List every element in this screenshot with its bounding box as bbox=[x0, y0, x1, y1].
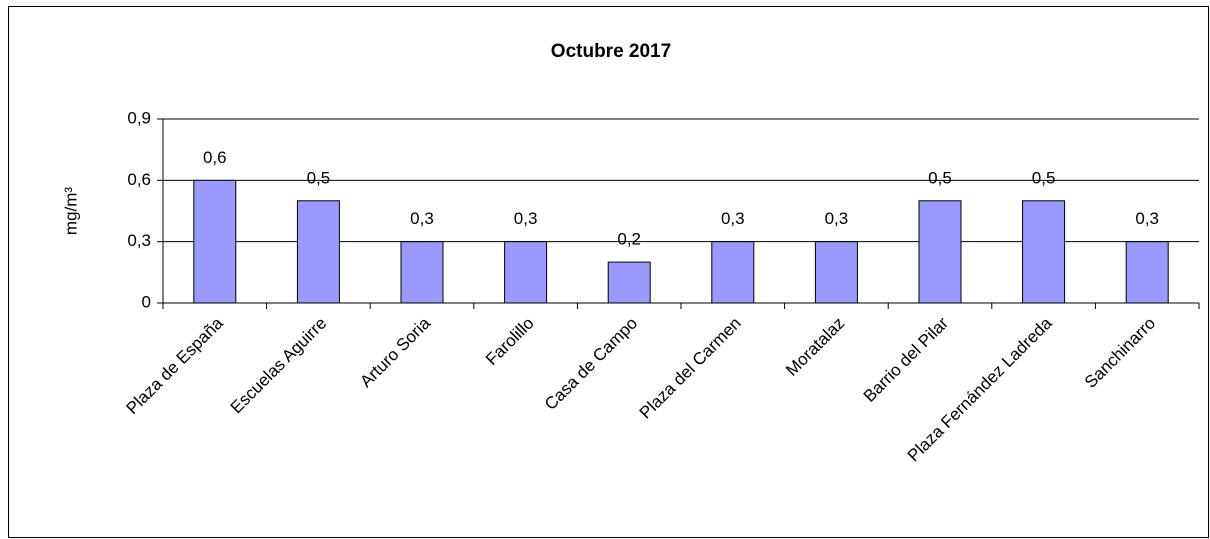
y-tick-label: 0 bbox=[142, 292, 151, 311]
data-label: 0,3 bbox=[1135, 209, 1159, 228]
bar bbox=[296, 200, 340, 304]
data-label: 0,3 bbox=[721, 209, 745, 228]
data-label: 0,6 bbox=[203, 148, 227, 167]
bar bbox=[1125, 241, 1169, 304]
data-label: 0,3 bbox=[825, 209, 849, 228]
bar bbox=[814, 241, 858, 304]
y-tick-label: 0,3 bbox=[127, 231, 151, 250]
chart-title: Octubre 2017 bbox=[551, 41, 671, 62]
y-tick-label: 0,6 bbox=[127, 170, 151, 189]
data-label: 0,5 bbox=[307, 168, 331, 187]
y-axis-label: mg/m³ bbox=[61, 187, 80, 236]
bar bbox=[918, 200, 962, 304]
bar bbox=[504, 241, 548, 304]
bar bbox=[711, 241, 755, 304]
bar bbox=[1022, 200, 1066, 304]
bar bbox=[193, 179, 237, 304]
data-label: 0,5 bbox=[928, 168, 952, 187]
data-label: 0,3 bbox=[514, 209, 538, 228]
bar bbox=[400, 241, 444, 304]
data-label: 0,5 bbox=[1032, 168, 1056, 187]
data-label: 0,2 bbox=[617, 230, 641, 249]
bar bbox=[607, 261, 651, 304]
data-label: 0,3 bbox=[410, 209, 434, 228]
y-tick-label: 0,9 bbox=[127, 108, 151, 127]
